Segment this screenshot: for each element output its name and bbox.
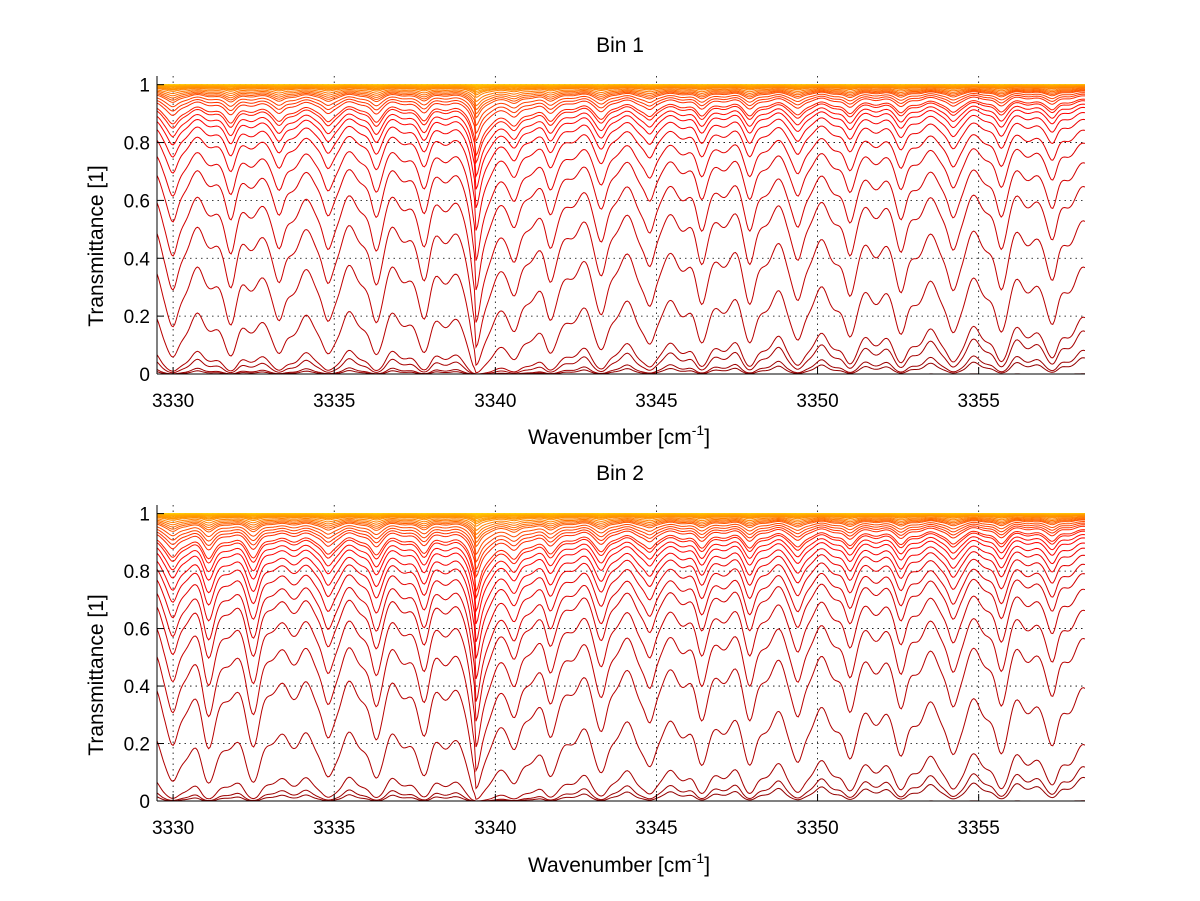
series-line [157, 542, 1085, 642]
series-line [157, 111, 1085, 208]
series-line [157, 106, 1085, 190]
series-line [157, 766, 1085, 801]
x-tick-label: 3350 [796, 818, 838, 839]
x-axis-label: Wavenumber [cm-1] [528, 850, 710, 877]
series-line [157, 92, 1085, 127]
y-tick-label: 0.4 [124, 677, 151, 698]
y-tick-label: 0.6 [124, 191, 150, 212]
series-line [157, 563, 1085, 702]
series-line [157, 118, 1085, 231]
y-tick-label: 0.2 [124, 307, 150, 328]
series-line [157, 162, 1085, 323]
series-line [157, 349, 1085, 374]
y-tick-label: 1 [139, 76, 150, 97]
series-line [157, 129, 1085, 261]
series-line [157, 547, 1085, 659]
y-tick-label: 0.8 [124, 562, 150, 583]
y-tick-label: 0.2 [124, 735, 150, 756]
series-line [157, 185, 1085, 349]
y-tick-label: 0 [139, 365, 150, 386]
series-line [157, 86, 1085, 99]
y-axis-label: Transmittance [1] [85, 165, 108, 326]
series-line [157, 95, 1085, 143]
series-line [157, 86, 1085, 96]
x-tick-label: 3340 [474, 818, 516, 839]
y-tick-label: 0.4 [124, 249, 151, 270]
series-line [157, 524, 1085, 571]
series-line [157, 687, 1085, 800]
y-tick-label: 0.6 [124, 620, 150, 641]
x-tick-label: 3340 [474, 391, 516, 412]
y-tick-label: 0 [139, 792, 150, 813]
x-axis-label: Wavenumber [cm-1] [528, 422, 710, 449]
series-line [157, 100, 1085, 165]
series-line [157, 142, 1085, 291]
series-line [157, 522, 1085, 564]
series-line [157, 554, 1085, 680]
x-tick-label: 3345 [635, 391, 677, 412]
series-line [157, 516, 1085, 532]
series-line [157, 537, 1085, 624]
chart-bin-1: Bin 1 3330 3335 3340 3345 3350 3355 0 0.2 0.4 0.6… [85, 34, 1085, 449]
series-line [157, 103, 1085, 179]
series-line [157, 316, 1085, 374]
series-line [157, 588, 1085, 748]
x-tick-label: 3350 [796, 391, 838, 412]
series-line [157, 220, 1085, 367]
x-tick-label: 3355 [958, 391, 1000, 412]
chart-title: Bin 1 [596, 34, 644, 57]
series-line [157, 88, 1085, 107]
x-tick-label: 3345 [635, 818, 677, 839]
series-line [157, 516, 1085, 536]
series-line [157, 519, 1085, 548]
y-axis-label: Transmittance [1] [85, 594, 108, 755]
series-line [157, 330, 1085, 374]
series-line [157, 357, 1085, 374]
series-group [157, 513, 1085, 801]
series-line [157, 93, 1085, 135]
plot-area: 3330 3335 3340 3345 3350 3355 0 0.2 0.4 0.6 0.8 1 [124, 76, 1085, 412]
series-line [157, 98, 1085, 158]
x-tick-label: 3335 [313, 391, 355, 412]
series-line [157, 88, 1085, 111]
plot-area: 3330 3335 3340 3345 3350 3355 0 0.2 0.4 0.6 0.8 1 [124, 505, 1085, 839]
series-line [157, 609, 1085, 773]
x-tick-label: 3335 [313, 818, 355, 839]
x-tick-label: 3330 [152, 818, 194, 839]
series-line [157, 637, 1085, 790]
series-line [157, 776, 1085, 801]
series-group [157, 84, 1085, 374]
chart-title: Bin 2 [596, 462, 644, 485]
chart-bin-2: Bin 2 3330 3335 3340 3345 3350 3355 0 0.2 0.4 0.6… [85, 462, 1085, 877]
series-line [157, 517, 1085, 540]
series-line [157, 525, 1085, 579]
series-line [157, 87, 1085, 103]
series-line [157, 89, 1085, 115]
series-line [157, 573, 1085, 722]
x-tick-label: 3330 [152, 391, 194, 412]
series-line [157, 743, 1085, 801]
series-line [157, 266, 1085, 374]
series-line [157, 90, 1085, 119]
series-line [157, 520, 1085, 556]
series-line [157, 515, 1085, 527]
y-tick-label: 1 [139, 505, 150, 526]
series-line [157, 533, 1085, 614]
series-line [157, 518, 1085, 544]
y-tick-label: 0.8 [124, 134, 150, 155]
series-line [157, 530, 1085, 600]
series-line [157, 529, 1085, 593]
x-tick-label: 3355 [958, 818, 1000, 839]
